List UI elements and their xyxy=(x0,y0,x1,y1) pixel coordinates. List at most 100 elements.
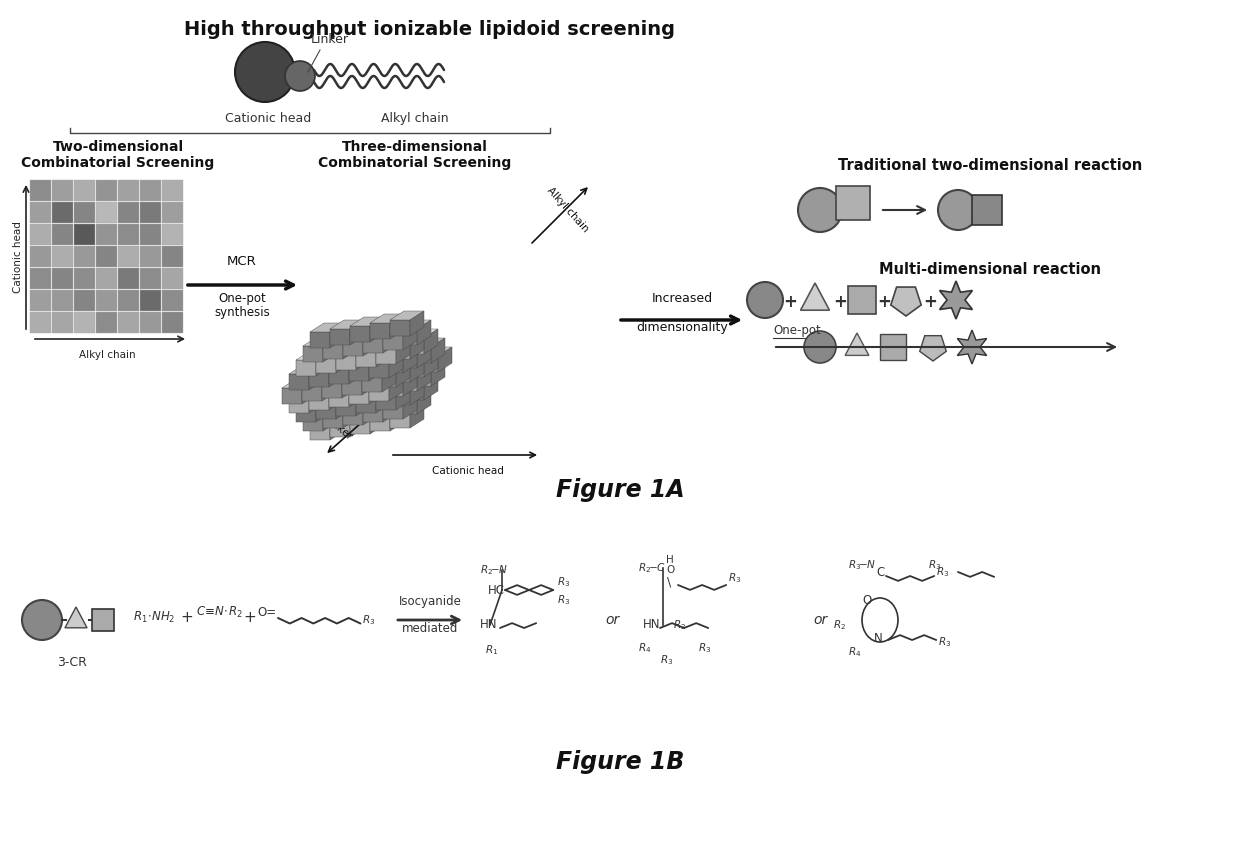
Text: Figure 1B: Figure 1B xyxy=(556,750,684,774)
Text: Figure 1A: Figure 1A xyxy=(556,478,684,502)
Polygon shape xyxy=(377,372,391,397)
Text: +: + xyxy=(181,610,193,625)
Polygon shape xyxy=(363,397,397,406)
Polygon shape xyxy=(365,344,384,360)
Polygon shape xyxy=(309,385,343,394)
Polygon shape xyxy=(370,362,389,378)
Polygon shape xyxy=(316,351,330,376)
Polygon shape xyxy=(391,373,410,389)
Bar xyxy=(30,290,51,311)
Polygon shape xyxy=(303,406,337,415)
Polygon shape xyxy=(391,389,410,405)
Polygon shape xyxy=(348,382,363,407)
Polygon shape xyxy=(316,380,336,396)
Polygon shape xyxy=(350,320,365,345)
Polygon shape xyxy=(356,388,391,397)
Bar xyxy=(95,246,117,267)
Bar xyxy=(52,290,73,311)
Polygon shape xyxy=(801,283,830,310)
Bar xyxy=(118,180,139,201)
Polygon shape xyxy=(391,380,424,389)
Text: dimensionality: dimensionality xyxy=(636,321,728,334)
Polygon shape xyxy=(370,369,391,385)
Polygon shape xyxy=(330,415,343,440)
Polygon shape xyxy=(337,355,351,380)
Polygon shape xyxy=(317,341,337,357)
Bar xyxy=(52,180,73,201)
Polygon shape xyxy=(396,385,410,410)
Polygon shape xyxy=(343,386,363,402)
Text: Alkyl chain: Alkyl chain xyxy=(78,350,135,360)
Polygon shape xyxy=(309,362,343,371)
Polygon shape xyxy=(357,352,371,377)
Polygon shape xyxy=(403,394,417,419)
Polygon shape xyxy=(350,372,370,388)
Polygon shape xyxy=(404,332,418,357)
Text: $R_2$: $R_2$ xyxy=(673,618,686,632)
Text: H: H xyxy=(666,555,673,565)
Polygon shape xyxy=(317,387,337,403)
Polygon shape xyxy=(391,343,410,359)
Polygon shape xyxy=(316,374,330,399)
Polygon shape xyxy=(343,334,357,359)
Bar xyxy=(95,312,117,333)
Polygon shape xyxy=(371,347,384,372)
Polygon shape xyxy=(363,377,377,402)
Polygon shape xyxy=(331,359,351,375)
Polygon shape xyxy=(322,343,343,359)
Bar xyxy=(118,224,139,245)
Text: +: + xyxy=(877,293,890,311)
Text: Increased: Increased xyxy=(651,292,713,305)
Text: Cationic head: Cationic head xyxy=(12,221,24,293)
Polygon shape xyxy=(384,332,418,341)
Polygon shape xyxy=(337,398,371,407)
Polygon shape xyxy=(337,375,371,384)
Polygon shape xyxy=(384,381,398,406)
Text: HN: HN xyxy=(644,618,661,631)
Polygon shape xyxy=(356,391,370,416)
Polygon shape xyxy=(357,335,377,351)
Polygon shape xyxy=(357,404,377,420)
Bar xyxy=(92,609,114,631)
Polygon shape xyxy=(357,329,371,354)
Bar xyxy=(162,202,184,223)
Polygon shape xyxy=(296,397,330,406)
Text: $R_3\!\!-\!\!N$: $R_3\!\!-\!\!N$ xyxy=(848,558,875,572)
Polygon shape xyxy=(358,356,392,365)
Bar xyxy=(118,202,139,223)
Polygon shape xyxy=(365,335,398,344)
Polygon shape xyxy=(418,350,432,375)
Polygon shape xyxy=(404,329,438,338)
Bar xyxy=(118,290,139,311)
Polygon shape xyxy=(397,343,432,352)
Polygon shape xyxy=(330,329,350,345)
Polygon shape xyxy=(343,338,378,347)
Text: Isocyanide: Isocyanide xyxy=(398,595,461,608)
Polygon shape xyxy=(337,332,351,357)
Polygon shape xyxy=(310,424,330,440)
Polygon shape xyxy=(920,336,946,361)
Polygon shape xyxy=(391,350,410,366)
Polygon shape xyxy=(343,409,363,425)
Polygon shape xyxy=(336,371,350,396)
Bar xyxy=(95,290,117,311)
Polygon shape xyxy=(310,369,343,378)
Polygon shape xyxy=(370,406,404,415)
Polygon shape xyxy=(410,334,424,359)
Polygon shape xyxy=(370,392,391,408)
Text: Traditional two-dimensional reaction: Traditional two-dimensional reaction xyxy=(838,158,1142,173)
Polygon shape xyxy=(397,323,410,348)
Polygon shape xyxy=(391,406,404,431)
Polygon shape xyxy=(403,325,417,350)
Polygon shape xyxy=(357,395,391,404)
Bar xyxy=(836,186,870,220)
Polygon shape xyxy=(371,353,391,369)
Bar xyxy=(30,180,51,201)
Polygon shape xyxy=(348,356,383,365)
Polygon shape xyxy=(343,340,363,356)
Polygon shape xyxy=(391,383,404,408)
Polygon shape xyxy=(289,365,322,374)
Polygon shape xyxy=(322,334,357,343)
Polygon shape xyxy=(363,354,377,379)
Polygon shape xyxy=(337,378,351,403)
